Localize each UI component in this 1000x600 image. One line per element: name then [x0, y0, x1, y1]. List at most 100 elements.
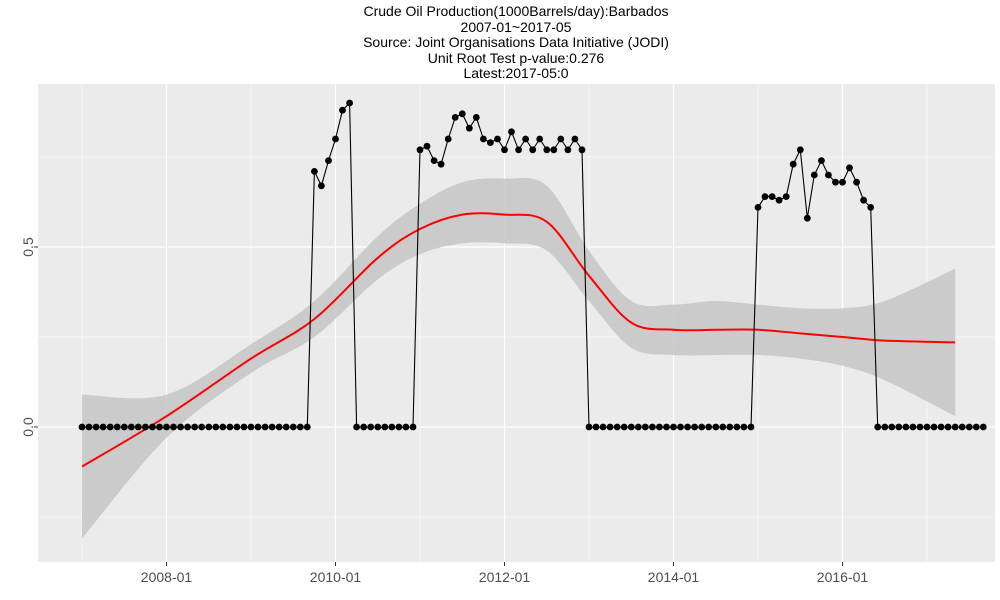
- data-point: [691, 423, 698, 431]
- grid-major: [38, 84, 995, 562]
- data-point: [233, 423, 241, 431]
- x-tick-label: 2008-01: [141, 569, 193, 585]
- data-point: [451, 114, 459, 121]
- data-point: [156, 423, 163, 431]
- data-point: [937, 423, 945, 431]
- chart-subtitle-pvalue: Unit Root Test p-value:0.276: [427, 49, 605, 66]
- data-point: [789, 160, 797, 168]
- data-point: [395, 423, 403, 431]
- data-point: [670, 423, 677, 431]
- data-point: [430, 157, 438, 165]
- data-point: [705, 423, 713, 431]
- data-point: [677, 423, 684, 431]
- data-point: [92, 423, 100, 431]
- data-point: [120, 423, 128, 431]
- data-point: [219, 423, 227, 431]
- data-point: [268, 423, 276, 431]
- data-point: [480, 135, 487, 143]
- data-point: [796, 146, 804, 154]
- data-point: [578, 146, 586, 154]
- data-point: [170, 423, 177, 431]
- data-point: [888, 423, 896, 431]
- data-point: [979, 423, 987, 431]
- data-point: [613, 423, 621, 431]
- trend-line: [81, 212, 956, 468]
- data-point: [761, 193, 769, 201]
- data-point: [142, 423, 149, 431]
- data-point: [564, 146, 572, 154]
- data-point: [529, 146, 537, 154]
- data-point: [177, 423, 185, 431]
- data-point: [712, 423, 720, 431]
- data-point: [585, 423, 593, 431]
- data-point: [902, 423, 910, 431]
- data-point: [874, 423, 882, 431]
- chart-titles: Crude Oil Production(1000Barrels/day):Ba…: [0, 3, 1000, 82]
- data-point: [853, 178, 860, 186]
- data-point: [149, 423, 156, 431]
- data-point: [240, 423, 248, 431]
- data-point: [325, 157, 332, 165]
- data-point: [127, 423, 135, 431]
- data-point: [367, 423, 375, 431]
- data-point: [388, 423, 396, 431]
- data-point: [261, 423, 269, 431]
- data-point: [303, 423, 311, 431]
- series-points: [78, 99, 987, 431]
- data-point: [226, 423, 234, 431]
- chart-subtitle-latest: Latest:2017-05:0: [463, 65, 569, 81]
- data-point: [627, 423, 635, 431]
- data-point: [458, 110, 466, 118]
- confidence-band: [82, 177, 956, 539]
- data-point: [536, 135, 544, 143]
- data-point: [254, 423, 262, 431]
- data-point: [592, 423, 600, 431]
- data-point: [423, 142, 431, 150]
- x-tick-label: 2016-01: [817, 569, 869, 585]
- data-point: [803, 214, 811, 222]
- data-point: [684, 423, 691, 431]
- data-point: [916, 423, 924, 431]
- data-point: [944, 423, 952, 431]
- data-point: [754, 204, 762, 211]
- data-point: [416, 146, 424, 154]
- data-point: [649, 423, 656, 431]
- data-point: [465, 124, 473, 132]
- data-point: [810, 171, 818, 179]
- data-point: [289, 423, 297, 431]
- data-point: [557, 135, 565, 143]
- data-point: [134, 423, 142, 431]
- data-point: [184, 423, 192, 431]
- data-point: [106, 423, 114, 431]
- data-point: [374, 423, 382, 431]
- data-point: [494, 135, 501, 143]
- data-point: [85, 423, 93, 431]
- chart-subtitle-source: Source: Joint Organisations Data Initiat…: [363, 34, 669, 50]
- data-point: [782, 193, 790, 201]
- data-point: [663, 423, 670, 431]
- x-axis-ticks: 2008-01 2010-01 2012-01 2014-01 2016-01: [141, 562, 869, 585]
- data-point: [163, 423, 170, 431]
- data-point: [191, 423, 199, 431]
- data-point: [487, 139, 494, 147]
- data-point: [332, 135, 339, 143]
- data-point: [726, 423, 734, 431]
- y-axis-ticks: 0.0 0.5: [20, 237, 38, 437]
- data-point: [198, 423, 206, 431]
- data-point: [444, 135, 452, 143]
- data-point: [339, 106, 346, 114]
- data-point: [832, 178, 839, 186]
- data-point: [846, 164, 853, 172]
- data-point: [543, 146, 551, 154]
- data-point: [698, 423, 706, 431]
- data-point: [923, 423, 931, 431]
- data-point: [437, 160, 445, 168]
- data-point: [965, 423, 973, 431]
- data-point: [825, 171, 832, 179]
- data-point: [318, 182, 325, 190]
- data-point: [113, 423, 121, 431]
- data-point: [881, 423, 889, 431]
- data-point: [775, 196, 783, 204]
- data-point: [78, 423, 86, 431]
- data-point: [282, 423, 290, 431]
